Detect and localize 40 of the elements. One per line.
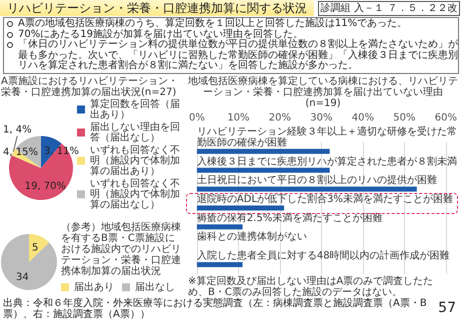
text: ７．５．２２改 (387, 2, 458, 15)
text: リハビリテーション・栄養・口腔連携加算に関する状況 (0, 0, 314, 16)
text: 70%にあたる19施設が加算を届け出ていない理由を回答した。 (18, 28, 303, 40)
bar (196, 168, 330, 173)
x-tick-label: 40% (352, 112, 374, 124)
y-tick-label: 入棟後３日までに疾患別リハが算定された患者が８割未満 (196, 155, 457, 168)
y-tick-label: リハビリテーション経験３年以上＋適切な研修を受けた常勤医師の確保が困難 (196, 125, 457, 148)
y-tick-label: 入院した患者全員に対する48時間以内の計画作成が困難 (196, 250, 450, 262)
legend-label: いずれも回答なく不明（施設内で体制加算の届出あり） (90, 144, 180, 177)
data-label: 34 (16, 272, 29, 284)
data-label: 1, 4% (3, 124, 32, 136)
legend-label: いずれも回答なく不明（施設内で体制加算の届出なし） (90, 177, 180, 210)
x-tick-label: 30% (310, 112, 333, 124)
x-tick-label: 60% (434, 112, 458, 124)
bar (196, 206, 284, 210)
y-tick-label: 土日祝日において平日の８割以上のリハの提供が困難 (196, 174, 437, 186)
text: 「休日のリハビリテーション料の提供単位数が平日の提供単位数の８割以上を満たさないため」が最も多かった。次いで、「リハビリに習熟した常勤医師の確保が困難」「入棟後３日までに疾患別リハを算定された患者割合が８割に満たない」を回答した施設が多かった。 (18, 39, 458, 71)
bar (196, 262, 243, 268)
text: ※算定回数及び届出しない理由はA票のみで調査したため、B・C票のみ回答した施設のデータはない。 (188, 276, 434, 298)
text: 57 (438, 300, 456, 316)
text: 診調組 入－１ (320, 2, 384, 15)
legend-label: 届出あり (74, 280, 114, 293)
y-tick-label: 歯科との連携体制がない (196, 230, 307, 243)
x-tick-label: 50% (393, 112, 416, 124)
text: A票の地域包括医療病棟のうち、算定回数を１回以上と回答した施設は11%であった。 (18, 18, 408, 29)
bar (196, 224, 243, 230)
legend-label: 届出なし (135, 280, 175, 293)
x-tick-label: 20% (268, 112, 292, 124)
x-tick-label: 10% (227, 112, 250, 124)
bar (196, 148, 330, 154)
x-tick-label: 0% (188, 112, 205, 124)
data-label: 19, 70% (24, 180, 66, 192)
source-note: 出典：令和６年度入院・外来医療等における実態調査（左：病棟調査票と施設調査票（A票・B票）、右：施設調査票（A票）） (3, 298, 427, 320)
data-label: 4, 15% (3, 146, 38, 158)
data-label: 5 (32, 242, 38, 254)
legend-label: 届出しない理由を回答（届出なし） (90, 120, 180, 144)
chart-title: A票施設におけるリハビリテーション・栄養・口腔連携加算の届出状況(n=27) (1, 75, 178, 98)
legend-label: 算定回数を回答（届出あり） (90, 98, 180, 120)
bar (196, 186, 417, 192)
y-tick-label: 退院時のADLが低下した割合3%未満を満たすことが困難 (196, 193, 453, 205)
